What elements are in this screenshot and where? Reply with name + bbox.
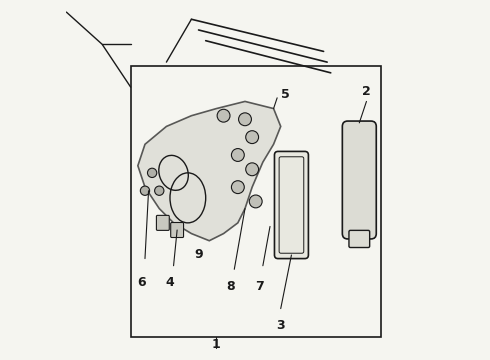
Circle shape (147, 168, 157, 177)
Circle shape (231, 149, 245, 161)
Text: 3: 3 (276, 319, 285, 332)
Circle shape (239, 113, 251, 126)
Text: 1: 1 (212, 338, 221, 351)
Text: 8: 8 (226, 280, 235, 293)
Circle shape (155, 186, 164, 195)
Circle shape (217, 109, 230, 122)
Bar (131, 66, 381, 337)
Text: 6: 6 (137, 276, 146, 289)
Text: 5: 5 (281, 88, 290, 101)
Circle shape (140, 186, 149, 195)
FancyBboxPatch shape (171, 222, 184, 238)
Circle shape (231, 181, 245, 194)
FancyBboxPatch shape (343, 121, 376, 239)
Text: 2: 2 (362, 85, 371, 98)
Text: 4: 4 (166, 276, 174, 289)
Circle shape (245, 131, 259, 144)
Text: 9: 9 (194, 248, 203, 261)
FancyBboxPatch shape (349, 230, 369, 248)
Polygon shape (138, 102, 281, 241)
FancyBboxPatch shape (274, 152, 308, 258)
Circle shape (245, 163, 259, 176)
Circle shape (249, 195, 262, 208)
FancyBboxPatch shape (156, 215, 169, 230)
Text: 7: 7 (255, 280, 264, 293)
